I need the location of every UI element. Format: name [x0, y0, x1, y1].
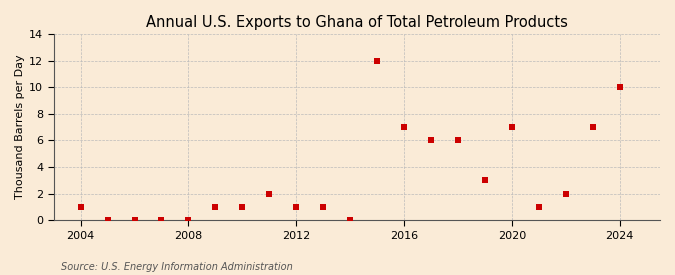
Point	[237, 205, 248, 209]
Point	[183, 218, 194, 222]
Point	[129, 218, 140, 222]
Point	[264, 191, 275, 196]
Point	[506, 125, 517, 129]
Point	[479, 178, 490, 183]
Point	[372, 58, 383, 63]
Point	[102, 218, 113, 222]
Point	[399, 125, 410, 129]
Y-axis label: Thousand Barrels per Day: Thousand Barrels per Day	[15, 55, 25, 199]
Point	[533, 205, 544, 209]
Point	[587, 125, 598, 129]
Point	[425, 138, 436, 143]
Point	[210, 205, 221, 209]
Point	[318, 205, 329, 209]
Point	[345, 218, 356, 222]
Point	[452, 138, 463, 143]
Point	[560, 191, 571, 196]
Point	[291, 205, 302, 209]
Point	[614, 85, 625, 89]
Point	[156, 218, 167, 222]
Point	[75, 205, 86, 209]
Title: Annual U.S. Exports to Ghana of Total Petroleum Products: Annual U.S. Exports to Ghana of Total Pe…	[146, 15, 568, 30]
Text: Source: U.S. Energy Information Administration: Source: U.S. Energy Information Administ…	[61, 262, 292, 272]
